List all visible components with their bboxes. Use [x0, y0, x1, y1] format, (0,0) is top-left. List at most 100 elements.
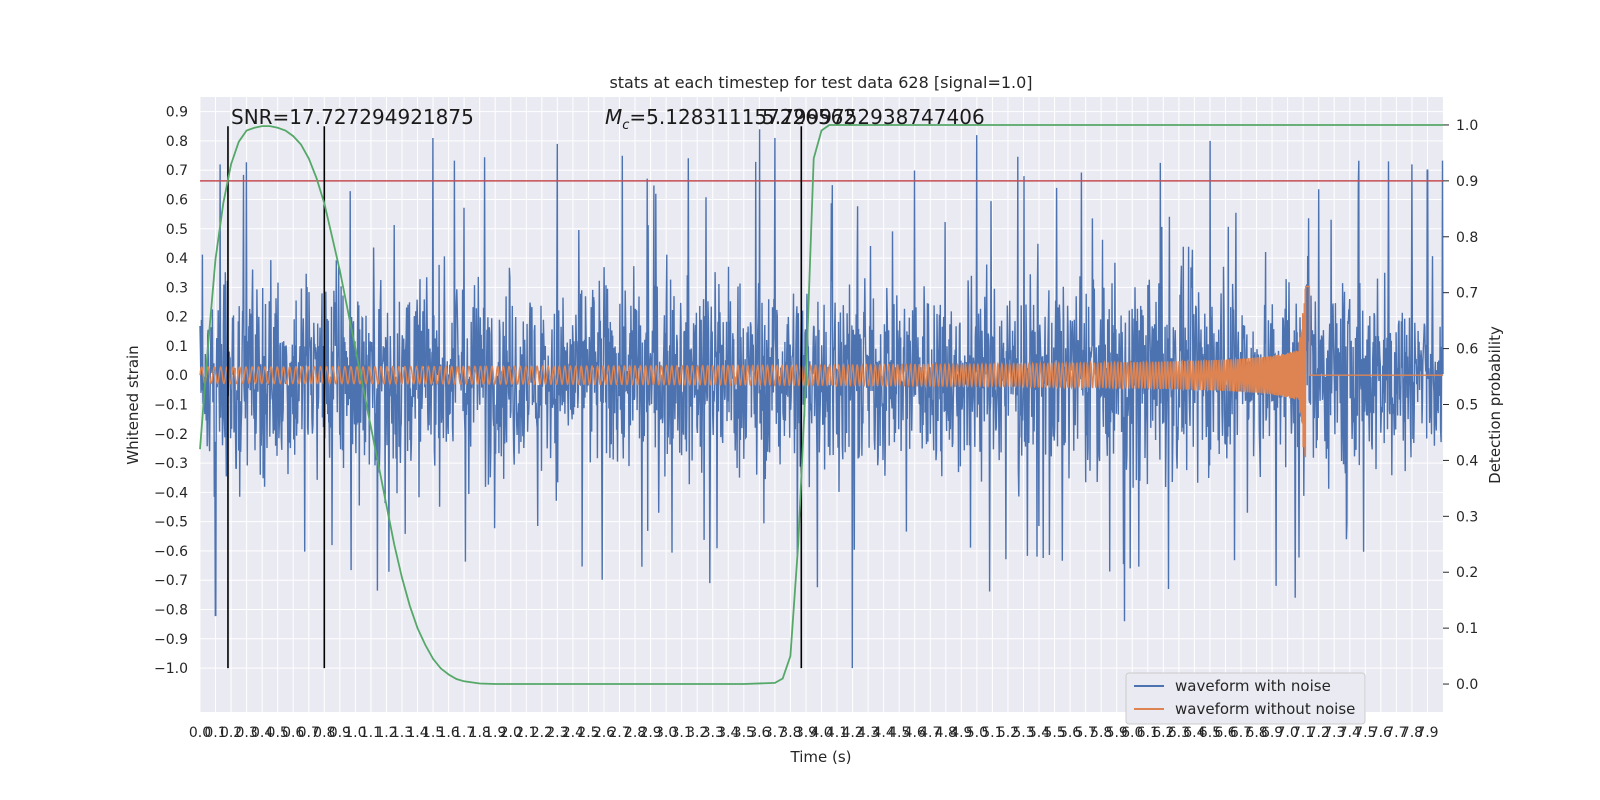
snr-annotation: SNR=17.727294921875 — [231, 105, 474, 129]
x-tick-label: 0.9 — [329, 725, 351, 741]
x-tick-label: 0.5 — [267, 725, 289, 741]
x-tick-label: 4.0 — [810, 725, 832, 741]
x-tick-label: 3.5 — [733, 725, 755, 741]
x-tick-label: 6.1 — [1137, 725, 1159, 741]
x-tick-label: 7.4 — [1339, 725, 1361, 741]
chirp-mass-annotation: Mc=5.128311157226562 — [605, 105, 856, 133]
x-tick-label: 7.6 — [1370, 725, 1392, 741]
y-tick-label-left: −0.4 — [154, 485, 188, 501]
x-tick-label: 2.2 — [531, 725, 553, 741]
x-tick-label: 1.7 — [453, 725, 475, 741]
legend-label-clean: waveform without noise — [1175, 700, 1355, 718]
y-tick-label-left: 0.4 — [166, 251, 188, 267]
x-tick-label: 1.0 — [344, 725, 366, 741]
y-tick-label-left: 0.0 — [166, 368, 188, 384]
x-tick-label: 6.0 — [1121, 725, 1143, 741]
x-tick-label: 7.8 — [1401, 725, 1423, 741]
x-tick-label: 7.2 — [1308, 725, 1330, 741]
x-tick-label: 3.1 — [671, 725, 693, 741]
y-tick-label-right: 0.5 — [1456, 398, 1478, 414]
x-tick-label: 3.7 — [764, 725, 786, 741]
x-tick-label: 5.9 — [1106, 725, 1128, 741]
ticks: 0.00.10.20.30.40.50.60.70.80.91.01.11.21… — [154, 105, 1478, 741]
x-tick-label: 2.8 — [624, 725, 646, 741]
x-tick-label: 6.3 — [1168, 725, 1190, 741]
chart-title: stats at each timestep for test data 628… — [609, 73, 1032, 92]
x-tick-label: 0.4 — [251, 725, 273, 741]
x-tick-label: 1.1 — [360, 725, 382, 741]
y-tick-label-left: −0.8 — [154, 603, 188, 619]
x-tick-label: 3.9 — [795, 725, 817, 741]
x-tick-label: 7.9 — [1416, 725, 1438, 741]
x-tick-label: 6.9 — [1261, 725, 1283, 741]
y-tick-label-left: −0.6 — [154, 544, 188, 560]
y-tick-label-left: −0.5 — [154, 515, 188, 531]
x-tick-label: 0.2 — [220, 725, 242, 741]
x-tick-label: 5.4 — [1028, 725, 1050, 741]
x-tick-label: 2.1 — [515, 725, 537, 741]
y-tick-label-left: 0.8 — [166, 134, 188, 150]
x-tick-label: 0.6 — [282, 725, 304, 741]
x-tick-label: 1.6 — [437, 725, 459, 741]
x-tick-label: 7.3 — [1323, 725, 1345, 741]
x-tick-label: 6.7 — [1230, 725, 1252, 741]
y-tick-label-left: −0.9 — [154, 632, 188, 648]
y-tick-label-right: 0.9 — [1456, 174, 1478, 190]
y-tick-label-right: 0.1 — [1456, 621, 1478, 637]
x-tick-label: 2.7 — [608, 725, 630, 741]
chirp-mass-value: =5.128311157226562 — [629, 105, 856, 129]
x-tick-label: 3.6 — [748, 725, 770, 741]
x-tick-label: 2.4 — [562, 725, 584, 741]
x-tick-label: 6.2 — [1152, 725, 1174, 741]
plot-area — [199, 124, 1444, 685]
x-axis-label: Time (s) — [790, 748, 852, 766]
x-tick-label: 4.1 — [826, 725, 848, 741]
x-tick-label: 0.0 — [189, 725, 211, 741]
x-tick-label: 5.1 — [981, 725, 1003, 741]
x-tick-label: 1.5 — [422, 725, 444, 741]
x-tick-label: 1.3 — [391, 725, 413, 741]
x-tick-label: 4.5 — [888, 725, 910, 741]
y-tick-label-right: 0.8 — [1456, 230, 1478, 246]
chirp-mass-symbol: M — [605, 105, 622, 129]
x-tick-label: 1.2 — [375, 725, 397, 741]
legend: waveform with noise waveform without noi… — [1125, 672, 1366, 725]
x-tick-label: 5.8 — [1090, 725, 1112, 741]
x-tick-label: 4.3 — [857, 725, 879, 741]
x-tick-label: 4.4 — [873, 725, 895, 741]
x-tick-label: 4.2 — [841, 725, 863, 741]
x-tick-label: 4.9 — [950, 725, 972, 741]
x-tick-label: 3.8 — [779, 725, 801, 741]
x-tick-label: 5.6 — [1059, 725, 1081, 741]
y-axis-label-left: Whitened strain — [124, 345, 142, 464]
x-tick-label: 4.6 — [904, 725, 926, 741]
x-tick-label: 4.8 — [935, 725, 957, 741]
x-tick-label: 7.1 — [1292, 725, 1314, 741]
x-tick-label: 5.5 — [1043, 725, 1065, 741]
x-tick-label: 2.9 — [639, 725, 661, 741]
legend-box — [1125, 672, 1366, 725]
x-tick-label: 0.3 — [235, 725, 257, 741]
x-tick-label: 0.7 — [298, 725, 320, 741]
x-tick-label: 5.3 — [1012, 725, 1034, 741]
x-tick-label: 0.8 — [313, 725, 335, 741]
y-tick-label-left: 0.6 — [166, 193, 188, 209]
y-tick-label-left: −0.2 — [154, 427, 188, 443]
x-tick-label: 7.7 — [1385, 725, 1407, 741]
x-tick-label: 4.7 — [919, 725, 941, 741]
y-tick-label-left: −0.7 — [154, 573, 188, 589]
y-tick-label-left: 0.3 — [166, 280, 188, 296]
detection-probability-line — [199, 124, 1443, 685]
x-tick-label: 6.6 — [1214, 725, 1236, 741]
overlap-annotation: 5.7999752938747406 — [762, 105, 985, 129]
y-tick-label-right: 0.6 — [1456, 342, 1478, 358]
x-tick-label: 7.0 — [1276, 725, 1298, 741]
x-tick-label: 1.9 — [484, 725, 506, 741]
y-tick-label-right: 1.0 — [1456, 118, 1478, 134]
x-tick-label: 5.0 — [966, 725, 988, 741]
y-tick-label-right: 0.7 — [1456, 286, 1478, 302]
y-axis-label-right: Detection probability — [1486, 326, 1504, 484]
y-tick-label-right: 0.0 — [1456, 677, 1478, 693]
